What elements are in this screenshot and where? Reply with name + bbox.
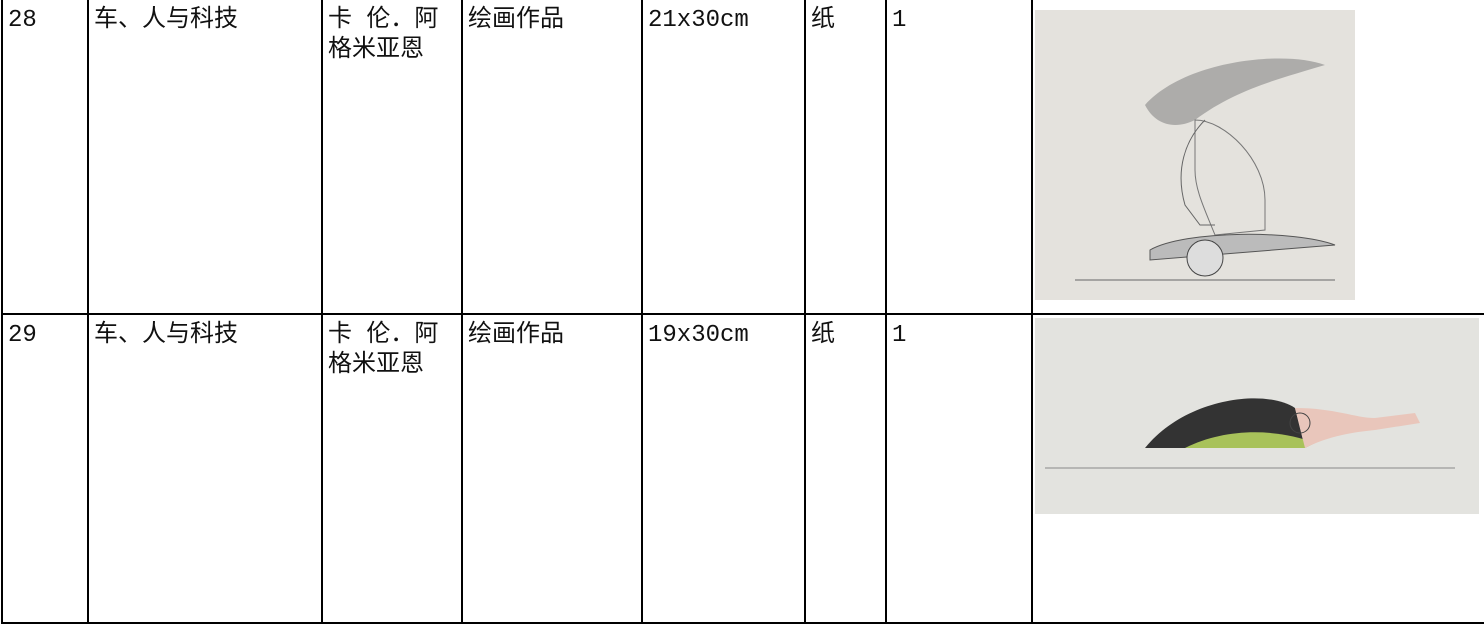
table-cell: 19x30cm [641,313,806,624]
artwork-image [1035,318,1479,514]
table-cell: 车、人与科技 [87,0,323,315]
table-cell: 卡 伦．阿格米亚恩 [321,0,463,315]
image-cell [1031,0,1484,315]
table-cell: 绘画作品 [461,0,643,315]
artwork-image [1035,10,1355,300]
table-cell: 1 [885,0,1033,315]
table-cell: 21x30cm [641,0,806,315]
table-cell: 卡 伦．阿格米亚恩 [321,313,463,624]
table-row: 29 车、人与科技卡 伦．阿格米亚恩 绘画作品 19x30cm 纸 1 [1,313,1484,624]
table-cell: 绘画作品 [461,313,643,624]
table-cell: 纸 [804,0,887,315]
table-cell: 纸 [804,313,887,624]
table-cell: 1 [885,313,1033,624]
table-cell: 28 [1,0,89,315]
table-row: 28 车、人与科技卡 伦．阿格米亚恩 绘画作品 21x30cm 纸 1 [1,0,1484,315]
table-cell: 29 [1,313,89,624]
table-cell: 车、人与科技 [87,313,323,624]
image-cell [1031,313,1484,624]
